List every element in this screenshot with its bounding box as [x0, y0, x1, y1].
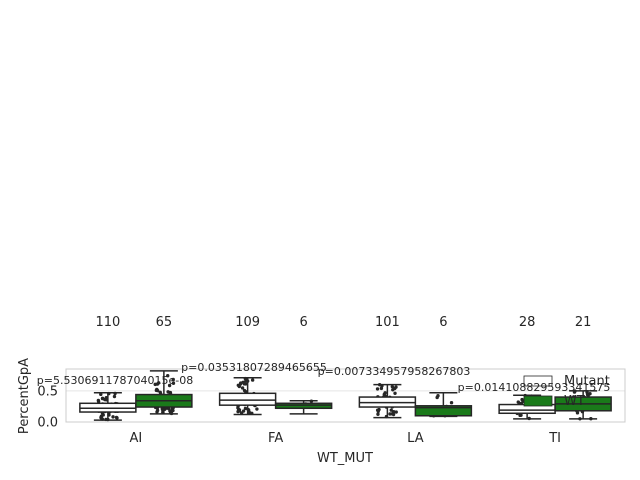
legend-swatch-mutant	[523, 375, 553, 387]
strip-point	[171, 381, 176, 385]
strip-point	[155, 408, 160, 413]
strip-point	[100, 396, 105, 401]
box-mutant	[218, 392, 277, 406]
strip-point	[241, 409, 246, 413]
strip-point	[171, 408, 175, 413]
strip-point	[376, 409, 380, 414]
y-tick-label: 0.0	[37, 416, 58, 431]
strip-point	[96, 399, 101, 404]
strip-point	[153, 382, 157, 387]
strip-point	[243, 406, 248, 411]
strip-point	[250, 378, 255, 382]
strip-point	[393, 391, 397, 395]
strip-point	[255, 407, 259, 411]
strip-point	[375, 387, 380, 391]
strip-point	[394, 410, 398, 414]
legend: Mutant WT	[523, 374, 610, 409]
p-value-label: p=0.014108829593341575	[458, 381, 611, 394]
x-axis-ticks: AI FA LA TI	[130, 431, 562, 446]
count-label: 6	[299, 315, 307, 330]
strip-point	[238, 382, 243, 386]
strip-point	[247, 410, 252, 415]
strip-point	[390, 384, 395, 389]
x-tick-label: AI	[130, 431, 143, 446]
sample-counts: 110 109 101 28 65 6 6 21	[95, 315, 591, 330]
p-value-label: p=5.530691178704015e-08	[37, 374, 193, 387]
strip-point	[376, 412, 380, 416]
plot-area	[65, 368, 626, 423]
strip-point	[158, 390, 162, 394]
strip-point	[449, 401, 454, 405]
count-label: 109	[235, 315, 260, 330]
strip-point	[101, 413, 105, 417]
strip-point	[382, 392, 386, 397]
x-tick-label: LA	[407, 431, 424, 446]
strip-point	[111, 415, 115, 419]
strip-point	[391, 412, 396, 417]
x-tick-label: TI	[548, 431, 561, 446]
strip-point	[114, 415, 119, 420]
y-tick-label: 0.5	[37, 384, 58, 399]
strip-point	[391, 410, 396, 414]
p-value-label: p=0.03531807289465655	[181, 361, 327, 374]
boxes	[79, 370, 612, 421]
strip-point	[519, 413, 523, 417]
strip-point	[171, 377, 175, 382]
legend-swatch-wt	[523, 395, 553, 407]
count-label: 21	[575, 315, 592, 330]
strip-point	[154, 388, 159, 393]
strip-point	[112, 394, 117, 399]
strip-point	[236, 406, 240, 410]
strip-point	[388, 412, 392, 416]
p-value-annotations: p=5.530691178704015e-08p=0.0353180728946…	[37, 361, 611, 394]
x-tick-label: FA	[268, 431, 283, 446]
count-label: 101	[375, 315, 400, 330]
box-wt	[414, 405, 473, 417]
strip-point	[389, 408, 393, 412]
count-label: 110	[95, 315, 120, 330]
strip-point	[391, 388, 395, 392]
y-axis-ticks: 0.0 0.5	[37, 384, 58, 430]
y-axis-label: PercentGpA	[17, 358, 32, 434]
strip-point	[166, 390, 170, 394]
p-value-label: p=0.007334957958267803	[318, 365, 471, 378]
strip-point	[435, 395, 439, 400]
strip-point	[167, 383, 172, 388]
legend-label-mutant: Mutant	[564, 374, 610, 389]
strip-point	[99, 392, 103, 397]
count-label: 65	[156, 315, 173, 330]
strip-point	[166, 374, 170, 378]
strip-point	[575, 411, 580, 415]
count-label: 6	[439, 315, 447, 330]
strip-point	[240, 386, 245, 390]
strip-point	[242, 382, 246, 386]
strip-point	[244, 389, 248, 394]
count-label: 28	[519, 315, 536, 330]
legend-label-wt: WT	[564, 394, 585, 409]
x-axis-label: WT_MUT	[317, 451, 373, 466]
